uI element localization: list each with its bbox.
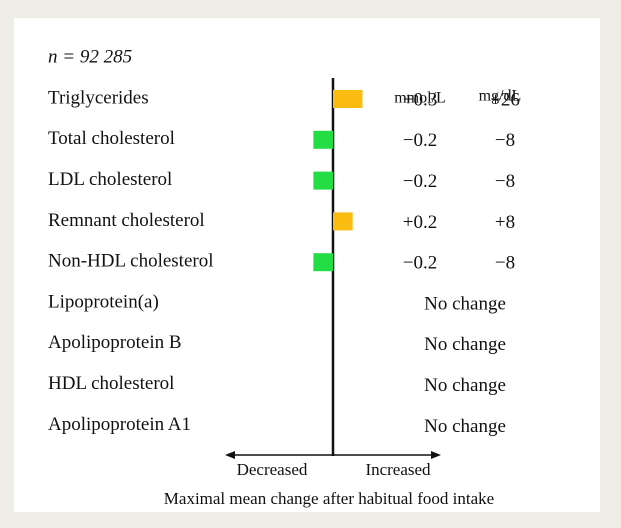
arrow-head bbox=[431, 451, 441, 459]
value-label: −0.2 bbox=[403, 171, 437, 192]
panel bbox=[14, 18, 600, 512]
category-label: Apolipoprotein B bbox=[48, 332, 182, 353]
category-label: Lipoprotein(a) bbox=[48, 291, 159, 312]
bar bbox=[313, 171, 333, 190]
value-label: −0.2 bbox=[403, 130, 437, 151]
value-label: −8 bbox=[495, 130, 515, 151]
value-label: +8 bbox=[495, 212, 515, 233]
value-label: No change bbox=[424, 293, 506, 314]
value-label: No change bbox=[424, 334, 506, 355]
axis-label-left: Decreased bbox=[237, 460, 308, 479]
category-label: Triglycerides bbox=[48, 87, 149, 108]
axis-label-right: Increased bbox=[365, 460, 431, 479]
value-label: −0.2 bbox=[403, 253, 437, 274]
bar bbox=[313, 130, 333, 149]
chart-title: n = 92 285 bbox=[48, 46, 132, 67]
column-header: mmol/L bbox=[394, 90, 446, 107]
category-label: Remnant cholesterol bbox=[48, 210, 205, 231]
value-label: +0.3 bbox=[403, 89, 437, 110]
x-axis-title: Maximal mean change after habitual food … bbox=[164, 489, 494, 508]
bar bbox=[313, 253, 333, 272]
value-label: No change bbox=[424, 375, 506, 396]
category-label: LDL cholesterol bbox=[48, 169, 172, 190]
category-label: Non-HDL cholesterol bbox=[48, 251, 214, 272]
value-label: +26 bbox=[490, 89, 520, 110]
category-label: HDL cholesterol bbox=[48, 373, 174, 394]
category-label: Total cholesterol bbox=[48, 128, 175, 149]
value-label: +0.2 bbox=[403, 212, 437, 233]
column-header: mg/dL bbox=[479, 88, 522, 105]
arrow-head bbox=[225, 451, 235, 459]
value-label: −8 bbox=[495, 253, 515, 274]
value-label: −8 bbox=[495, 171, 515, 192]
bar bbox=[333, 90, 363, 108]
category-label: Apolipoprotein A1 bbox=[48, 414, 191, 435]
value-label: No change bbox=[424, 416, 506, 437]
bar bbox=[333, 212, 353, 231]
